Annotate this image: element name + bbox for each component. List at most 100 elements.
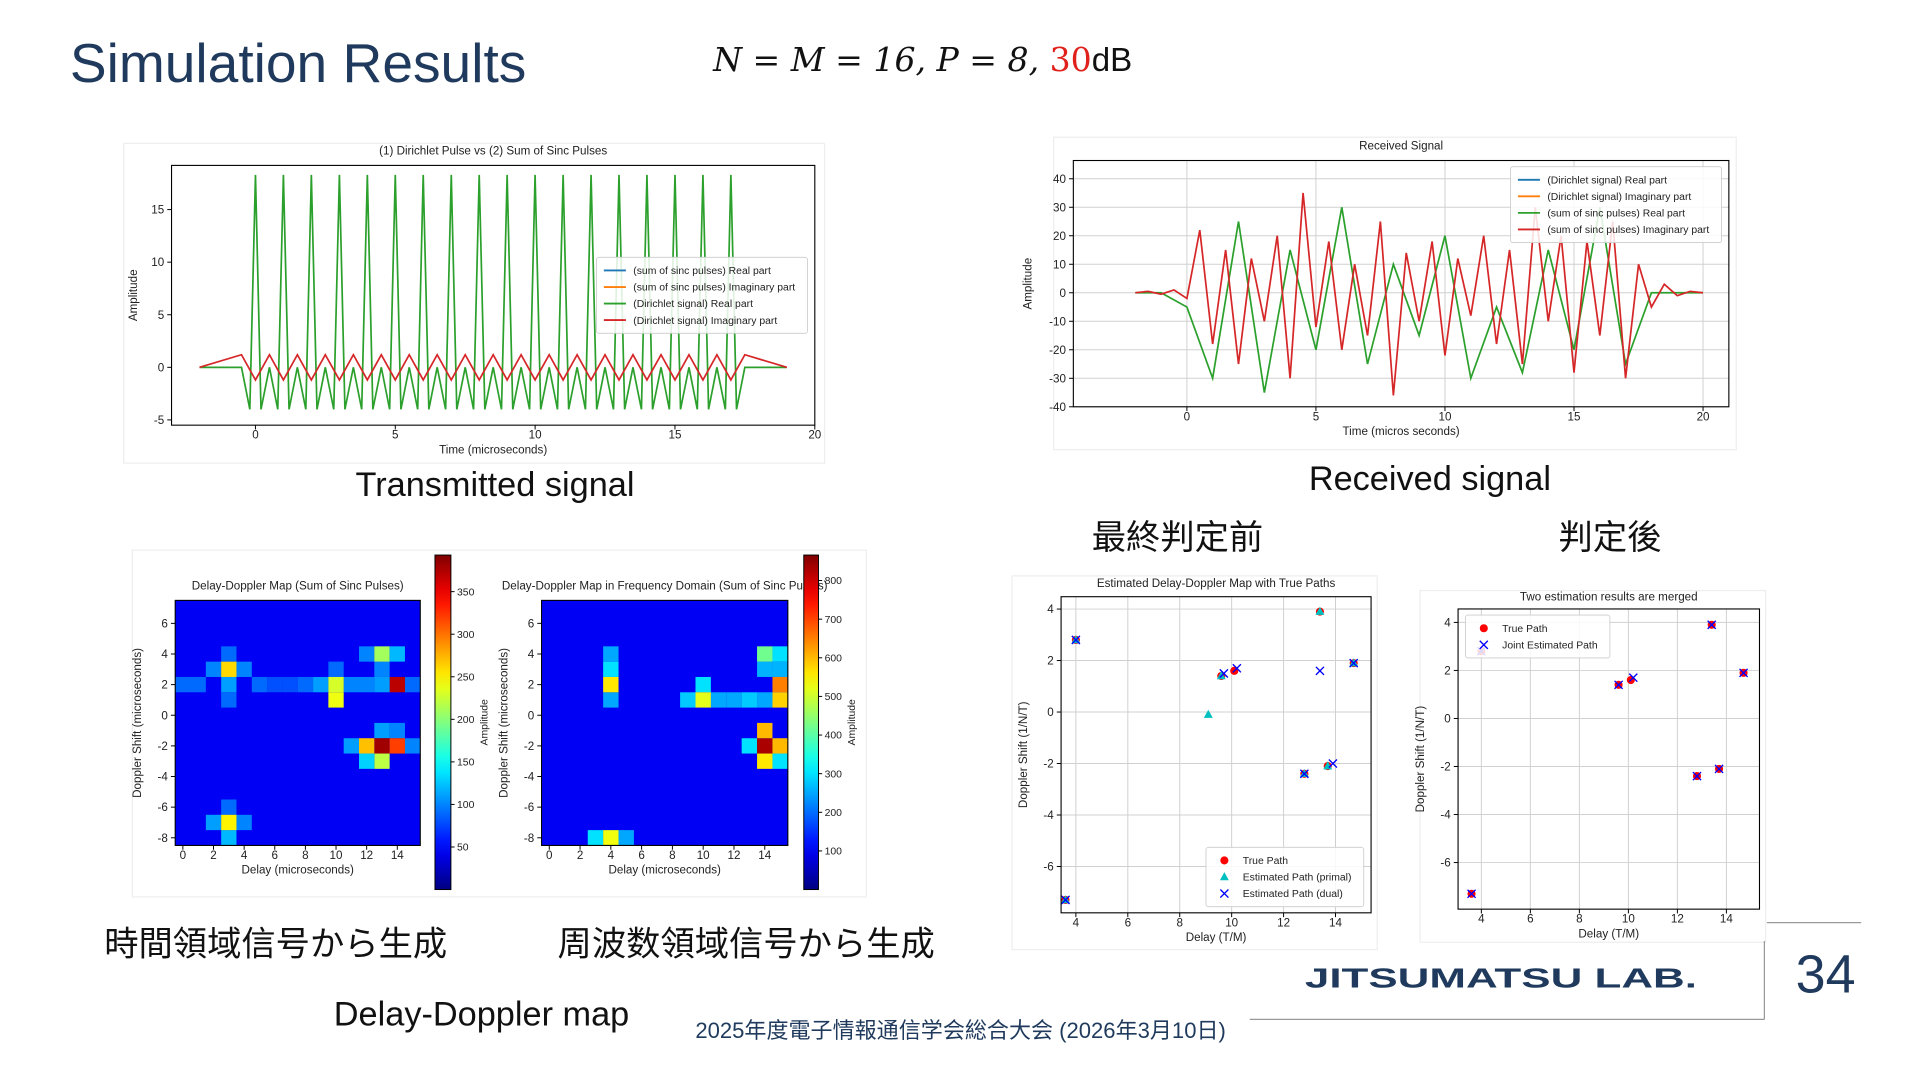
plot-content xyxy=(1135,192,1704,396)
x-tick-label: 8 xyxy=(1176,916,1182,929)
x-tick-label: 0 xyxy=(546,849,553,862)
y-tick-label: -40 xyxy=(1049,401,1066,414)
plot-frame xyxy=(1457,608,1761,910)
legend: True Path Joint Estimated Path xyxy=(1464,614,1611,659)
heatmap-cell xyxy=(205,661,222,677)
x-tick-label: 8 xyxy=(302,849,308,862)
x-tick-label: 0 xyxy=(180,849,187,862)
chart-title: (1) Dirichlet Pulse vs (2) Sum of Sinc P… xyxy=(379,144,607,157)
heatmap-cell xyxy=(313,676,329,693)
heatmap-cell xyxy=(772,753,788,769)
heatmap-cell xyxy=(389,738,405,754)
heatmap-cell xyxy=(757,646,773,662)
point xyxy=(1315,606,1325,615)
heatmap-cell xyxy=(221,676,237,693)
heatmap-cell xyxy=(343,738,360,754)
legend: (sum of sinc pulses) Real part (sum of si… xyxy=(596,256,808,334)
x-tick-label: 10 xyxy=(330,849,343,862)
plot-content xyxy=(175,600,421,846)
x-tick-label: 10 xyxy=(529,429,542,442)
point xyxy=(1467,889,1477,899)
heatmap-background xyxy=(541,600,788,846)
point xyxy=(1203,709,1213,718)
colorbar-tick-label: 400 xyxy=(825,731,843,742)
x-tick-label: 14 xyxy=(1329,916,1342,929)
y-tick-label: 0 xyxy=(528,709,535,722)
y-tick-label: 2 xyxy=(161,679,167,692)
x-tick-label: 10 xyxy=(1622,913,1635,926)
legend-box xyxy=(596,256,808,334)
colorbar-tick-label: 250 xyxy=(457,672,475,683)
caption: 周波数領域信号から生成 xyxy=(558,926,935,964)
x-axis-label: Delay (T/M) xyxy=(1186,931,1247,944)
x-tick-label: 12 xyxy=(360,849,373,862)
chart-title: Delay-Doppler Map (Sum of Sinc Pulses) xyxy=(192,579,404,592)
heatmap-cell xyxy=(236,661,252,677)
heatmap-cell xyxy=(603,830,619,846)
heatmap-cell xyxy=(695,692,711,708)
point xyxy=(1739,668,1749,678)
y-axis-label: Amplitude xyxy=(1022,258,1035,310)
point xyxy=(1315,666,1325,676)
y-tick-label: 15 xyxy=(151,204,164,217)
y-tick-label: 2 xyxy=(1444,664,1450,677)
x-tick-label: 12 xyxy=(1277,916,1290,929)
plot-frame xyxy=(170,164,816,426)
heatmap-cell xyxy=(374,738,390,754)
point xyxy=(1714,764,1724,774)
point xyxy=(1299,769,1309,779)
x-tick-label: 14 xyxy=(758,849,771,862)
x-tick-label: 4 xyxy=(1073,916,1080,929)
footer: 2025年度電子情報通信学会総合大会 (2026年3月10日) xyxy=(695,1018,1225,1043)
heatmap-cell xyxy=(175,676,191,693)
legend-label: (sum of sinc pulses) Real part xyxy=(633,266,771,277)
heatmap-cell xyxy=(359,676,375,693)
x-tick-label: 5 xyxy=(1313,410,1319,423)
y-tick-label: -2 xyxy=(158,740,168,753)
x-tick-label: 6 xyxy=(1527,913,1533,926)
heatmap-cell xyxy=(221,799,237,815)
legend-label: (sum of sinc pulses) Imaginary part xyxy=(1547,225,1709,236)
legend-label: True Path xyxy=(1502,624,1548,635)
plot-content xyxy=(199,174,788,410)
legend-label: (Dirichlet signal) Imaginary part xyxy=(633,316,777,327)
y-tick-label: -6 xyxy=(1440,857,1450,870)
caption: 時間領域信号から生成 xyxy=(104,926,447,964)
heatmap-cell xyxy=(757,753,773,769)
y-tick-label: -2 xyxy=(524,740,534,753)
chart-title: Two estimation results are merged xyxy=(1520,590,1698,603)
y-tick-label: -6 xyxy=(1043,861,1053,874)
point xyxy=(1707,620,1717,630)
formula: N = M = 16, P = 8, 30dB xyxy=(712,40,1132,79)
y-tick-label: -5 xyxy=(154,414,164,427)
x-tick-label: 4 xyxy=(608,849,615,862)
x-tick-label: 8 xyxy=(1576,913,1582,926)
y-tick-label: -2 xyxy=(1440,761,1450,774)
legend: (Dirichlet signal) Real part (Dirichlet s… xyxy=(1510,166,1722,244)
y-axis-label: Amplitude xyxy=(127,269,140,321)
heatmap-cell xyxy=(359,738,375,754)
legend-marker xyxy=(1479,640,1489,650)
point xyxy=(1328,758,1338,769)
heatmap-cell xyxy=(741,738,758,754)
caption: Received signal xyxy=(1309,460,1551,498)
y-tick-label: 2 xyxy=(1047,655,1053,668)
heatmap-cell xyxy=(618,830,634,846)
y-tick-label: 5 xyxy=(158,309,164,322)
heatmap-cell xyxy=(587,830,604,846)
plot-content xyxy=(1061,606,1359,905)
legend-marker xyxy=(1219,872,1229,881)
legend-label: Estimated Path (primal) xyxy=(1243,873,1352,884)
colorbar-tick-label: 300 xyxy=(457,630,475,641)
x-tick-label: 15 xyxy=(1568,410,1581,423)
point xyxy=(1614,680,1624,690)
point xyxy=(1692,771,1702,781)
x-tick-label: 6 xyxy=(272,849,278,862)
colorbar-label: Amplitude xyxy=(480,699,491,745)
slide-content: Simulation Results N = M = 16, P = 8, 30… xyxy=(70,32,1862,1043)
page-number: 34 xyxy=(1796,944,1856,1004)
colorbar xyxy=(434,554,452,891)
heatmap-cell xyxy=(757,692,773,708)
y-tick-label: 10 xyxy=(1053,258,1066,271)
